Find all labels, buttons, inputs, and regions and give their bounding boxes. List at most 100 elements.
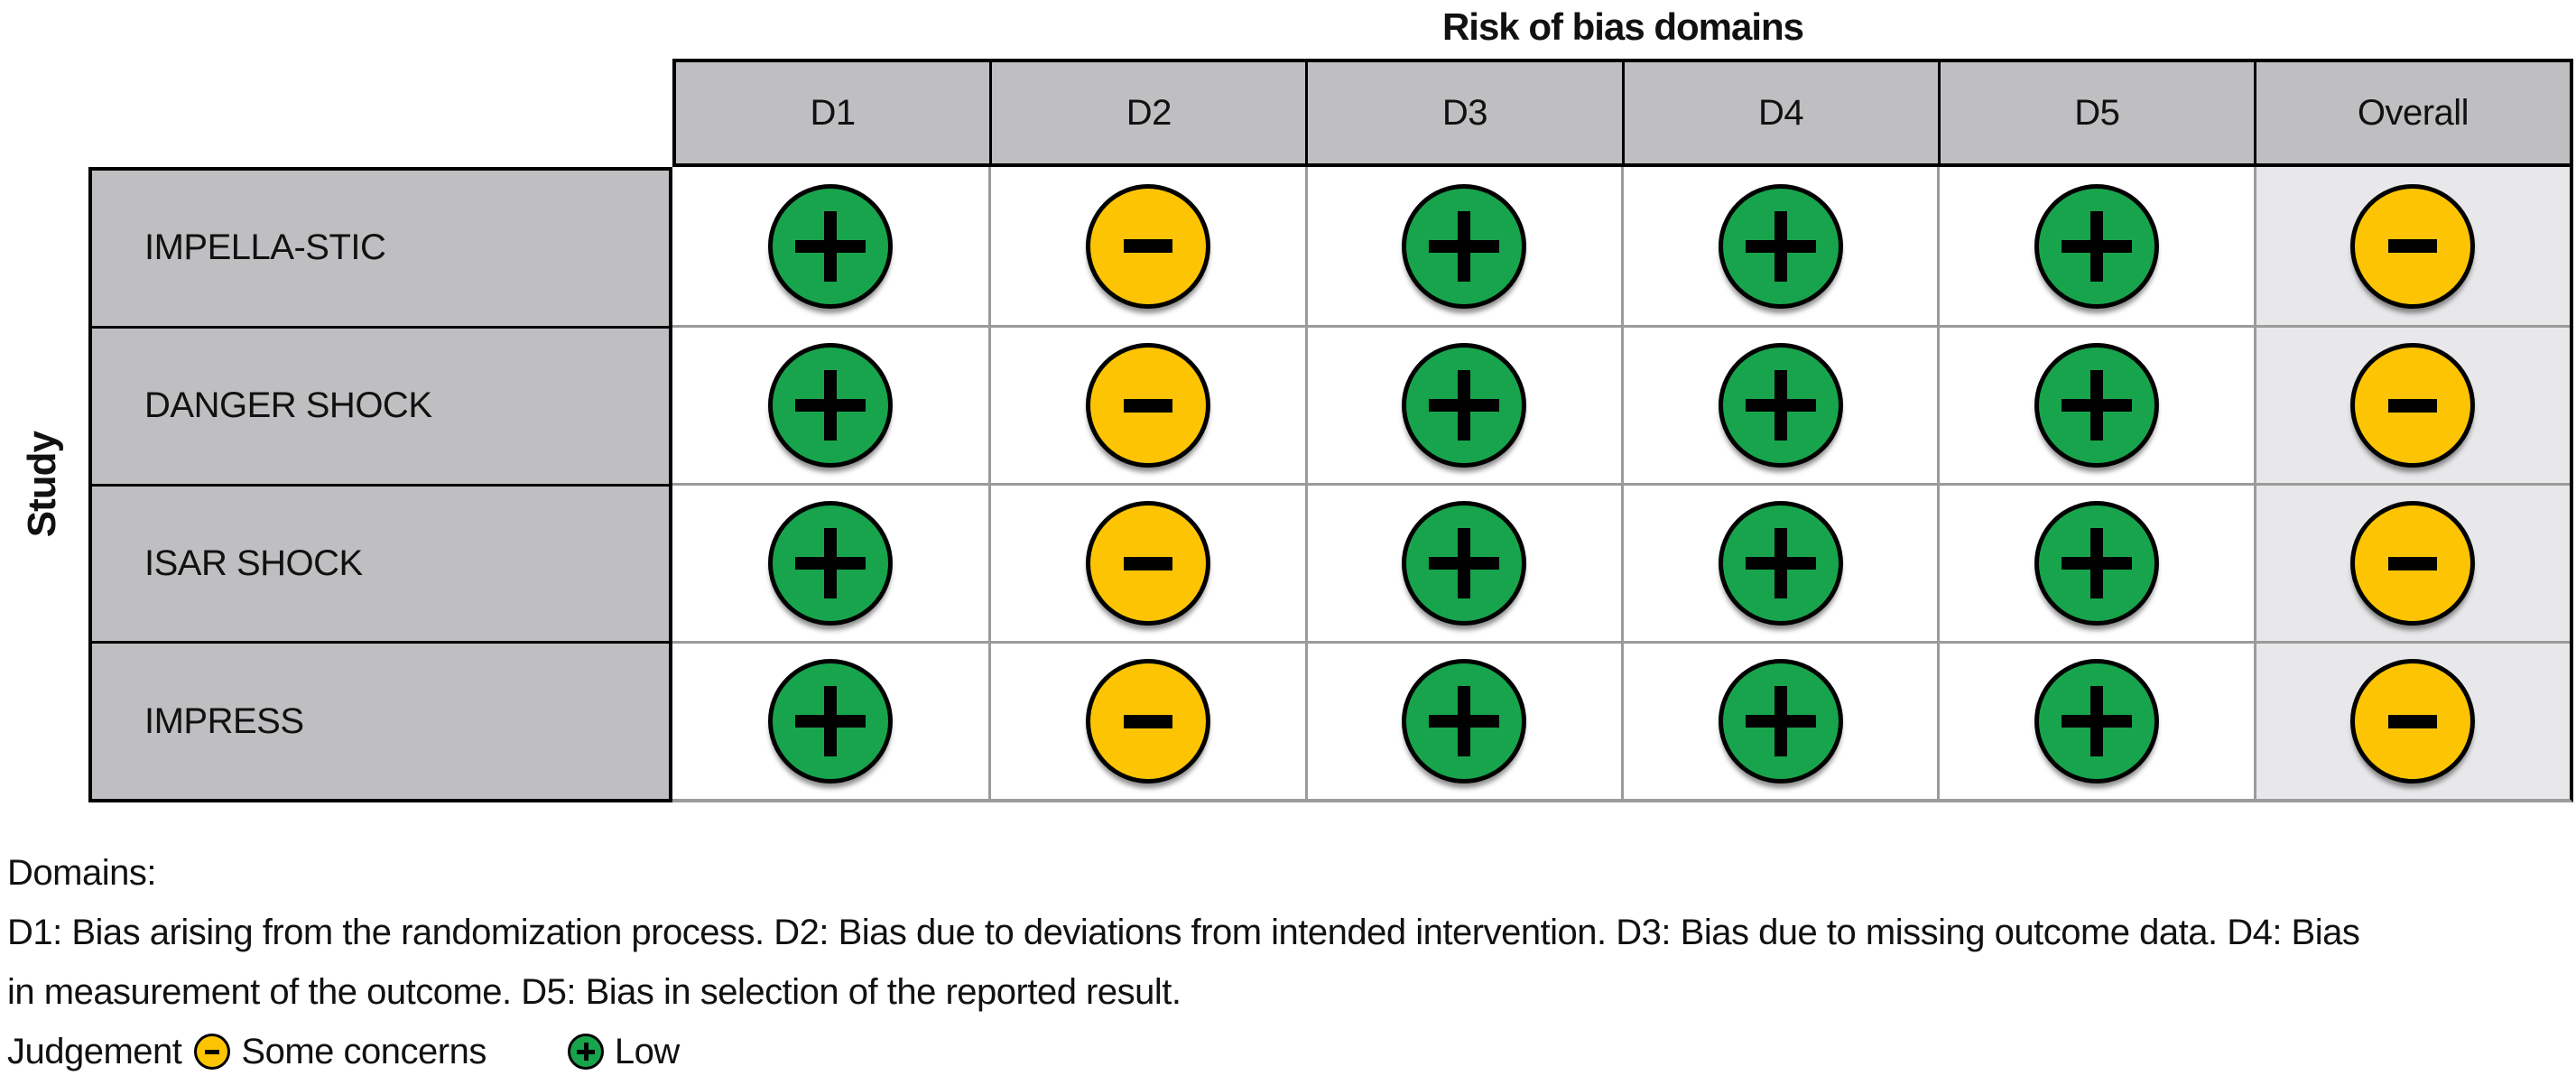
column-header-d1: D1	[810, 92, 857, 133]
figure-footer: Domains: D1: Bias arising from the rando…	[7, 843, 2571, 1081]
minus-icon	[2388, 398, 2438, 413]
minus-icon	[2388, 714, 2438, 728]
judgement-icon-some-concerns	[1085, 343, 1210, 468]
row-label-isar-shock: ISAR SHOCK	[92, 483, 669, 642]
judgement-cell	[1937, 167, 2253, 325]
minus-icon	[2388, 556, 2438, 570]
judgement-cell	[1621, 641, 1938, 799]
judgement-icon-low	[2034, 183, 2159, 309]
plus-icon	[1429, 686, 1500, 756]
domains-heading: Domains:	[7, 853, 156, 893]
judgement-cell	[988, 641, 1305, 799]
plus-icon	[1745, 686, 1816, 756]
domain-header-row: D1 D2 D3 D4 D5 Overall	[672, 59, 2573, 167]
minus-icon	[1123, 239, 1172, 253]
judgement-cell	[1937, 483, 2254, 641]
judgement-cell	[2253, 641, 2570, 799]
judgement-cell	[2253, 325, 2570, 483]
row-label-impella-stic: IMPELLA-STIC	[144, 227, 386, 268]
judgement-icon-low	[1718, 659, 1843, 784]
column-header-d5: D5	[1937, 62, 2254, 163]
judgement-cell	[988, 483, 1305, 641]
plus-icon	[1429, 528, 1500, 598]
row-label-danger-shock: DANGER SHOCK	[92, 325, 669, 484]
column-header-d2: D2	[989, 62, 1305, 163]
legend-item-some-concerns: Some concerns	[194, 1022, 486, 1081]
judgement-cell	[672, 325, 989, 483]
judgement-icon-some-concerns	[1085, 659, 1210, 784]
column-header-d4: D4	[1621, 62, 1938, 163]
judgement-cell	[1304, 483, 1621, 641]
judgement-cell	[1621, 325, 1938, 483]
plus-icon	[2061, 686, 2132, 756]
judgement-icon-low	[768, 183, 894, 309]
judgement-cell	[1304, 325, 1621, 483]
study-axis-label: Study	[20, 431, 64, 538]
plus-icon	[1429, 210, 1500, 282]
judgement-cell	[1304, 641, 1621, 799]
plus-icon	[2061, 370, 2132, 440]
plus-icon	[1745, 370, 1816, 440]
judgement-cell	[2253, 483, 2570, 641]
judgement-cell	[1621, 167, 1937, 325]
judgement-icon-low	[768, 659, 894, 784]
row-label-impress: IMPRESS	[92, 641, 669, 799]
minus-icon	[2388, 239, 2438, 253]
judgement-icon-low	[1718, 343, 1843, 468]
plus-icon	[1745, 528, 1816, 598]
minus-icon	[1123, 556, 1172, 570]
judgement-icon-some-concerns	[2350, 501, 2476, 626]
judgement-cell	[672, 167, 988, 325]
column-header-overall: Overall	[2253, 62, 2570, 163]
chart-title: Risk of bias domains	[1441, 5, 1804, 48]
minus-icon	[205, 1049, 220, 1054]
judgement-icon-low	[1402, 343, 1527, 468]
judgement-icon-low	[2034, 659, 2159, 784]
judgement-cell	[988, 167, 1304, 325]
judgement-icon-some-concerns	[2350, 659, 2476, 784]
minus-icon	[1123, 398, 1172, 413]
plus-icon	[795, 370, 866, 440]
judgement-icon-some-concerns	[2350, 343, 2476, 468]
judgement-cell	[1937, 325, 2254, 483]
domains-description: D1: Bias arising from the randomization …	[7, 913, 2360, 1012]
judgement-cell	[1937, 641, 2254, 799]
judgement-cell	[988, 325, 1305, 483]
judgement-icon-low	[2034, 343, 2159, 468]
plus-icon	[795, 528, 866, 598]
judgement-icon-low	[2034, 501, 2159, 626]
legend-label: Low	[614, 1032, 680, 1071]
judgement-icon-some-concerns	[1085, 183, 1210, 309]
judgement-icon-low	[1718, 501, 1843, 626]
legend-icon-some-concerns	[194, 1034, 231, 1070]
study-axis: Study	[2, 167, 83, 802]
judgement-icon-low	[1402, 659, 1527, 784]
judgement-icon-low	[768, 501, 894, 626]
plus-icon	[2061, 528, 2132, 598]
plus-icon	[795, 210, 866, 282]
study-label-column: IMPELLA-STIC DANGER SHOCK ISAR SHOCK IMPRES…	[88, 167, 672, 802]
plus-icon	[1429, 370, 1500, 440]
judgement-grid	[672, 167, 2573, 802]
judgement-icon-some-concerns	[1085, 501, 1210, 626]
judgement-icon-some-concerns	[2350, 183, 2476, 309]
plus-icon	[795, 686, 866, 756]
legend-item-low: Low	[567, 1022, 680, 1081]
judgement-icon-low	[1402, 183, 1527, 309]
legend-label: Some concerns	[241, 1032, 486, 1071]
column-header-d3: D3	[1305, 62, 1621, 163]
judgement-icon-low	[1402, 501, 1527, 626]
plus-icon	[2061, 210, 2132, 282]
plus-icon	[1745, 210, 1816, 282]
judgement-cell	[2253, 167, 2570, 325]
plus-icon	[576, 1043, 595, 1061]
judgement-icon-low	[768, 343, 894, 468]
minus-icon	[1123, 714, 1172, 728]
judgement-cell	[672, 483, 989, 641]
judgement-cell	[672, 641, 989, 799]
judgement-legend-label: Judgement	[7, 1032, 182, 1071]
judgement-legend: Judgement Some concerns Low	[7, 1022, 2571, 1081]
judgement-icon-low	[1718, 183, 1843, 309]
legend-icon-low	[567, 1034, 604, 1070]
